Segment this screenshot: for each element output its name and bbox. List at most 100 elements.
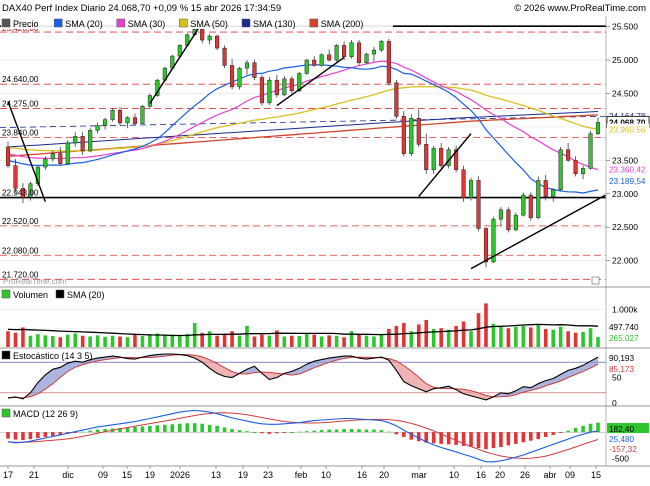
candle[interactable] [274,79,279,96]
volume-bar[interactable] [65,334,70,347]
macd-hist-bar[interactable] [275,432,279,434]
macd-hist-bar[interactable] [222,427,227,433]
candle[interactable] [334,45,339,61]
macd-hist-bar[interactable] [6,432,10,439]
macd-hist-bar[interactable] [230,429,234,433]
volume-bar[interactable] [260,334,264,347]
candle[interactable] [454,149,459,170]
candle[interactable] [252,62,257,78]
candle[interactable] [267,79,272,104]
macd-hist-bar[interactable] [543,432,548,437]
candle[interactable] [461,169,466,199]
candle[interactable] [566,149,571,161]
macd-hist-bar[interactable] [304,431,309,433]
volume-bar[interactable] [222,333,227,347]
volume-bar[interactable] [230,331,234,347]
candle[interactable] [379,41,384,51]
candle[interactable] [155,79,160,96]
macd-hist-bar[interactable] [469,432,473,448]
macd-hist-bar[interactable] [88,430,92,433]
candle[interactable] [13,165,18,189]
macd-hist-bar[interactable] [484,432,488,450]
volume-bar[interactable] [125,337,130,347]
macd-hist-bar[interactable] [566,430,570,433]
volume-bar[interactable] [73,333,78,347]
macd-hist-bar[interactable] [163,424,167,433]
candle[interactable] [342,45,347,58]
candle[interactable] [483,228,489,263]
candle[interactable] [431,148,436,170]
volume-bar[interactable] [364,335,369,347]
macd-hist-bar[interactable] [476,432,481,449]
volume-bar[interactable] [491,323,496,347]
macd-hist-bar[interactable] [177,423,182,433]
candle[interactable] [215,35,220,49]
legend-swatch[interactable] [1,350,11,360]
volume-bar[interactable] [461,321,466,347]
macd-hist-bar[interactable] [558,432,563,434]
candle[interactable] [521,194,526,216]
candle[interactable] [132,117,138,124]
scroll-marker[interactable] [591,276,600,285]
macd-hist-bar[interactable] [28,432,33,440]
volume-bar[interactable] [357,334,361,347]
volume-bar[interactable] [476,313,481,347]
volume-bar[interactable] [439,328,443,347]
candle[interactable] [439,148,444,166]
candle[interactable] [88,130,93,152]
candle[interactable] [468,180,474,199]
volume-bar[interactable] [379,333,384,347]
volume-bar[interactable] [312,334,317,347]
legend-swatch[interactable] [116,18,126,28]
macd-hist-bar[interactable] [51,432,55,436]
candle[interactable] [304,59,309,74]
macd-hist-bar[interactable] [506,432,511,446]
macd-hist-bar[interactable] [596,422,600,433]
macd-hist-bar[interactable] [349,429,354,433]
macd-hist-bar[interactable] [454,432,458,445]
macd-hist-bar[interactable] [514,432,518,444]
macd-hist-bar[interactable] [260,432,264,434]
macd-hist-bar[interactable] [95,429,100,433]
macd-hist-bar[interactable] [319,430,324,433]
volume-bar[interactable] [237,335,242,347]
volume-bar[interactable] [342,337,346,347]
volume-bar[interactable] [416,324,421,347]
volume-bar[interactable] [51,336,55,347]
volume-bar[interactable] [334,335,339,347]
volume-bar[interactable] [28,335,33,347]
macd-hist-bar[interactable] [387,431,391,433]
macd-hist-bar[interactable] [551,432,555,435]
macd-hist-bar[interactable] [588,423,593,433]
volume-bar[interactable] [252,336,257,347]
volume-bar[interactable] [558,326,563,347]
macd-hist-bar[interactable] [21,432,25,441]
volume-bar[interactable] [267,335,272,347]
macd-hist-bar[interactable] [73,432,78,434]
macd-hist-bar[interactable] [36,432,40,439]
volume-bar[interactable] [103,336,107,347]
candle[interactable] [401,115,406,154]
volume-bar[interactable] [506,328,511,347]
volume-bar[interactable] [454,325,458,347]
macd-hist-bar[interactable] [499,432,503,448]
macd-hist-bar[interactable] [140,426,145,433]
trendline-up[interactable] [418,133,472,197]
macd-hist-bar[interactable] [461,432,466,446]
macd-hist-bar[interactable] [289,432,294,434]
volume-bar[interactable] [566,331,570,347]
trendline-up[interactable] [276,56,345,107]
candle[interactable] [528,194,533,219]
volume-bar[interactable] [588,328,593,347]
macd-hist-bar[interactable] [148,425,152,433]
volume-bar[interactable] [118,336,122,347]
volume-bar[interactable] [207,331,212,347]
volume-bar[interactable] [521,325,526,347]
legend-swatch[interactable] [1,18,11,28]
macd-hist-bar[interactable] [521,432,526,443]
macd-hist-bar[interactable] [170,424,175,433]
candle[interactable] [349,42,354,58]
volume-bar[interactable] [394,325,399,347]
macd-hist-bar[interactable] [80,431,85,433]
macd-hist-bar[interactable] [424,432,429,443]
